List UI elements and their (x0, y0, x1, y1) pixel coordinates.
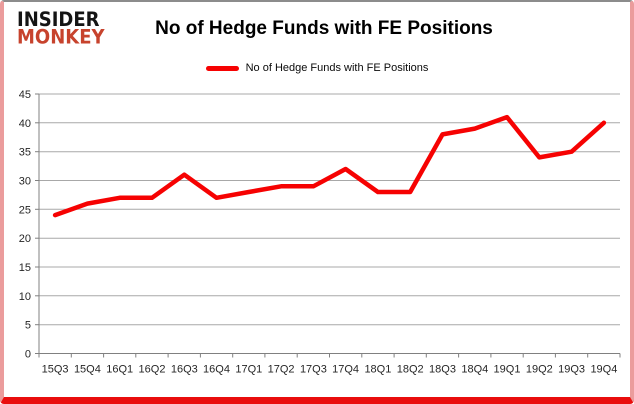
logo-line-insider: INSIDER (17, 8, 100, 32)
series-line (52, 114, 607, 218)
x-tick-label: 18Q4 (461, 364, 488, 376)
x-tick-label: 15Q3 (42, 364, 69, 376)
legend-label: No of Hedge Funds with FE Positions (245, 62, 429, 74)
insider-monkey-logo: INSIDER MONKEY (17, 8, 105, 49)
chart-title: No of Hedge Funds with FE Positions (155, 18, 493, 39)
y-tick-label: 20 (19, 233, 31, 245)
x-tick-label: 19Q2 (526, 364, 553, 376)
x-tick-label: 15Q4 (74, 364, 101, 376)
x-tick-label: 19Q4 (590, 364, 617, 376)
x-tick-label: 17Q3 (300, 364, 327, 376)
x-tick-label: 18Q3 (429, 364, 456, 376)
x-tick-label: 19Q3 (558, 364, 585, 376)
y-tick-label: 40 (19, 118, 31, 130)
y-tick-label: 30 (19, 176, 31, 188)
chart-canvas: 0 5 10 15 20 25 30 35 40 45 15Q3 15Q4 16Q1 16Q2 16Q3 16… (19, 89, 621, 376)
y-tick-label: 10 (19, 291, 31, 303)
x-tick-label: 19Q1 (494, 364, 521, 376)
x-tick-label: 17Q4 (332, 364, 359, 376)
y-tick-label: 35 (19, 147, 31, 159)
y-tick-label: 45 (19, 89, 31, 101)
x-tick-label: 16Q3 (171, 364, 198, 376)
x-tick-label: 16Q4 (203, 364, 230, 376)
y-tick-label: 0 (25, 349, 31, 361)
y-tick-label: 15 (19, 262, 31, 274)
x-tick-label: 18Q2 (397, 364, 424, 376)
x-tick-label: 16Q1 (106, 364, 133, 376)
y-tick-label: 25 (19, 204, 31, 216)
logo-line-monkey: MONKEY (17, 26, 105, 49)
x-tick-label: 17Q1 (235, 364, 262, 376)
x-tick-label: 18Q1 (364, 364, 391, 376)
legend-line-swatch (205, 65, 239, 71)
x-tick-label: 17Q2 (268, 364, 295, 376)
x-tick-label: 16Q2 (139, 364, 166, 376)
legend: No of Hedge Funds with FE Positions (4, 62, 630, 74)
y-tick-label: 5 (25, 320, 31, 332)
